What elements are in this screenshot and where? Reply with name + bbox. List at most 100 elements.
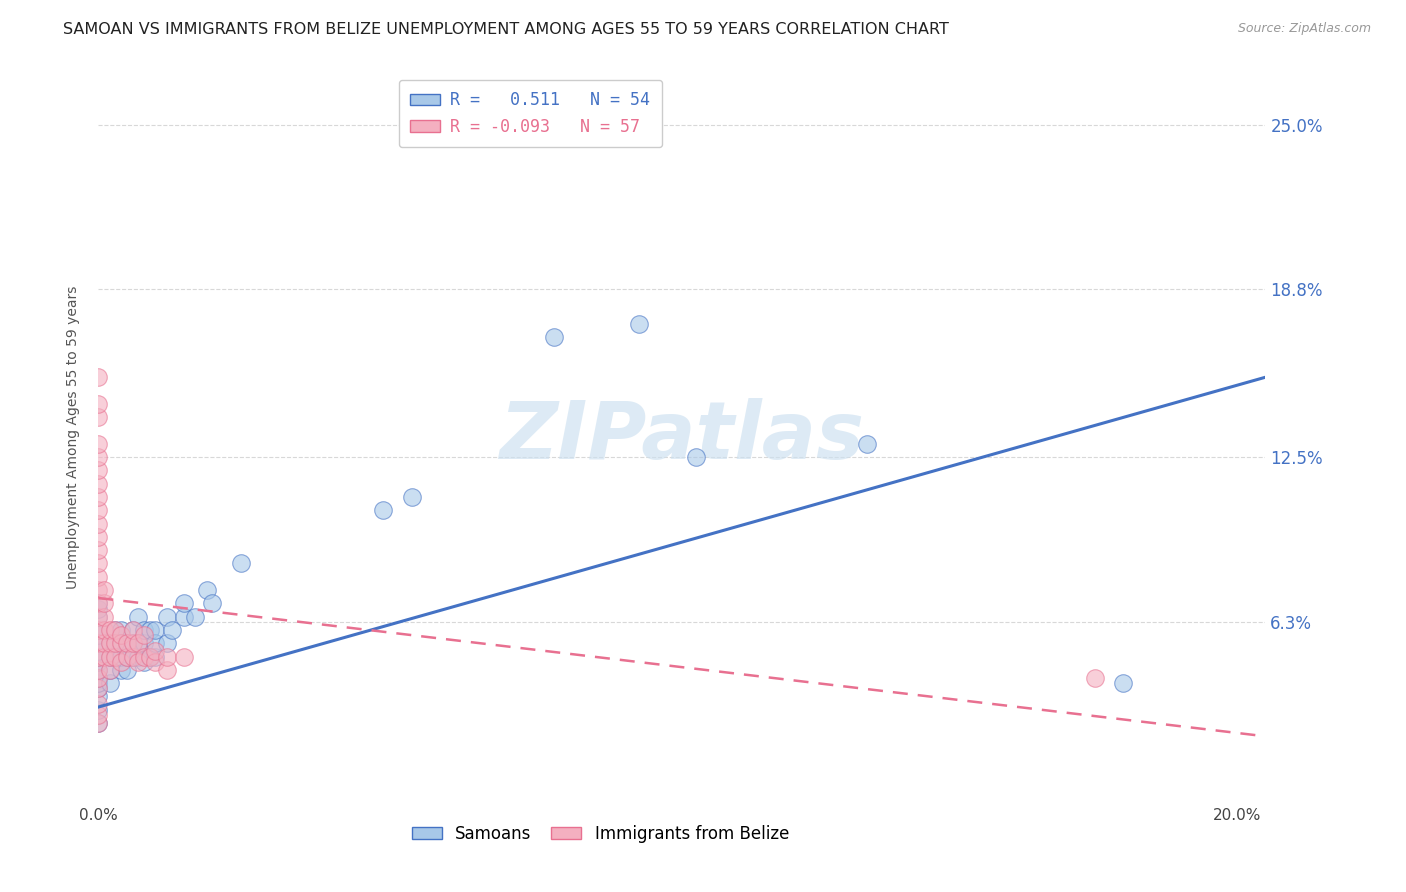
Point [87,663,110,677]
Point [87,671,110,685]
Point [143,644,166,658]
Point [98,649,121,664]
Point [87,690,110,704]
Point [98,676,121,690]
Point [685,450,707,464]
Point [115,663,138,677]
Point [93,609,115,624]
Point [132,649,155,664]
Point [110,636,132,650]
Point [87,370,110,384]
Point [87,570,110,584]
Point [138,623,160,637]
Point [98,623,121,637]
Point [184,609,207,624]
Point [110,636,132,650]
Point [87,543,110,558]
Point [156,649,179,664]
Point [115,649,138,664]
Point [543,330,565,344]
Point [127,609,149,624]
Point [93,649,115,664]
Point [87,596,110,610]
Point [371,503,394,517]
Text: ZIPatlas: ZIPatlas [499,398,865,476]
Point [93,636,115,650]
Point [87,609,110,624]
Point [127,636,149,650]
Point [104,649,127,664]
Point [104,636,127,650]
Legend: Samoans, Immigrants from Belize: Samoans, Immigrants from Belize [405,818,796,849]
Point [1084,671,1107,685]
Point [121,649,143,664]
Point [87,655,110,669]
Point [143,649,166,664]
Point [87,596,110,610]
Point [87,671,110,685]
Point [98,636,121,650]
Point [110,623,132,637]
Point [162,623,184,637]
Point [87,649,110,664]
Point [87,516,110,531]
Point [98,663,121,677]
Point [104,623,127,637]
Point [110,655,132,669]
Point [87,623,110,637]
Point [127,655,149,669]
Point [132,628,155,642]
Point [229,557,252,571]
Point [87,703,110,717]
Text: SAMOAN VS IMMIGRANTS FROM BELIZE UNEMPLOYMENT AMONG AGES 55 TO 59 YEARS CORRELAT: SAMOAN VS IMMIGRANTS FROM BELIZE UNEMPLO… [63,22,949,37]
Point [87,436,110,450]
Point [195,582,218,597]
Point [132,655,155,669]
Point [121,623,143,637]
Point [115,636,138,650]
Point [93,582,115,597]
Point [110,649,132,664]
Point [93,596,115,610]
Point [87,708,110,723]
Point [121,623,143,637]
Point [121,649,143,664]
Point [87,716,110,731]
Point [87,450,110,464]
Point [93,623,115,637]
Point [173,649,195,664]
Point [156,663,179,677]
Point [87,628,110,642]
Y-axis label: Unemployment Among Ages 55 to 59 years: Unemployment Among Ages 55 to 59 years [66,285,80,589]
Point [87,644,110,658]
Point [87,490,110,504]
Point [401,490,423,504]
Point [87,681,110,696]
Point [98,663,121,677]
Point [110,663,132,677]
Point [87,582,110,597]
Point [121,636,143,650]
Point [87,601,110,615]
Point [87,676,110,690]
Point [121,636,143,650]
Text: Source: ZipAtlas.com: Source: ZipAtlas.com [1237,22,1371,36]
Point [87,716,110,731]
Point [110,628,132,642]
Point [87,557,110,571]
Point [115,636,138,650]
Point [143,623,166,637]
Point [132,636,155,650]
Point [87,530,110,544]
Point [87,623,110,637]
Point [98,649,121,664]
Point [115,649,138,664]
Point [127,649,149,664]
Point [87,636,110,650]
Point [156,609,179,624]
Point [87,463,110,477]
Point [87,649,110,664]
Point [87,636,110,650]
Point [138,649,160,664]
Point [143,655,166,669]
